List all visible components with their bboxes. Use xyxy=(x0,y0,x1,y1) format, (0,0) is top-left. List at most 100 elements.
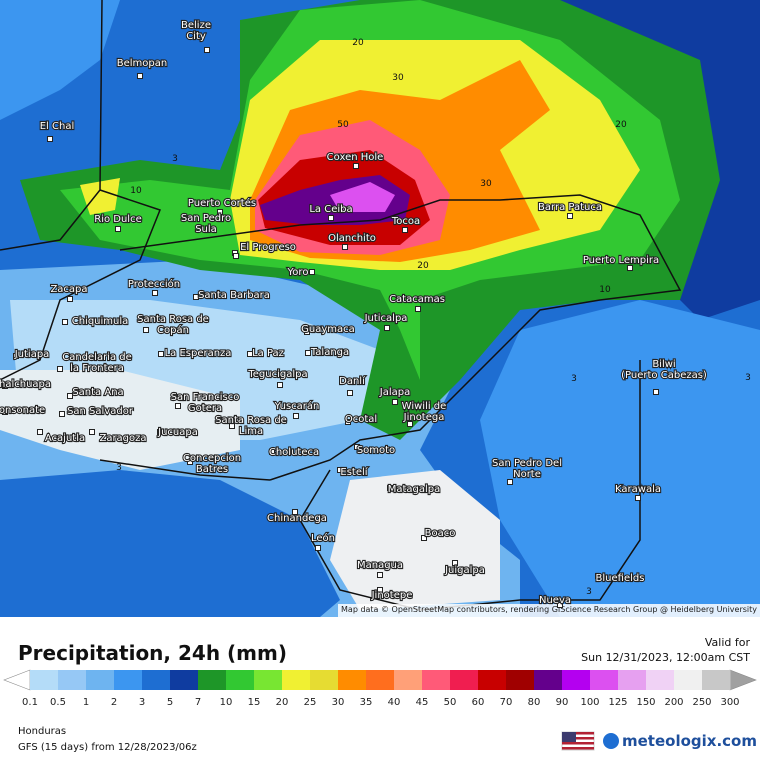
city-label: El Progreso xyxy=(240,242,296,253)
city-marker xyxy=(89,429,95,435)
city-label: Juticalpa xyxy=(364,313,408,324)
legend-swatch xyxy=(254,670,283,690)
city-marker xyxy=(627,265,633,271)
city-label: Coxen Hole xyxy=(327,152,384,163)
city-label: San Francisco Gotera xyxy=(171,392,240,414)
flag xyxy=(561,731,595,751)
legend-label: 10 xyxy=(220,697,233,708)
city-label: Concepcion Batres xyxy=(183,453,241,475)
city-marker xyxy=(293,413,299,419)
city-label: Juigalpa xyxy=(444,565,485,576)
city-label: Candelaria de la Frontera xyxy=(62,352,132,374)
city-label: San Salvador xyxy=(67,406,134,417)
contour-label: 20 xyxy=(417,261,429,271)
city-label: Estelí xyxy=(340,466,368,478)
field xyxy=(330,470,500,610)
city-label: La Paz xyxy=(252,348,284,359)
contour-label: 20 xyxy=(615,120,627,130)
city-marker xyxy=(407,421,413,427)
legend-label: 250 xyxy=(692,697,711,708)
city-marker xyxy=(115,226,121,232)
valid-label: Valid for xyxy=(705,636,751,649)
city-label: Boaco xyxy=(425,528,456,539)
city-label: Choluteca xyxy=(269,447,319,458)
city-marker xyxy=(137,73,143,79)
city-marker xyxy=(204,47,210,53)
city-marker xyxy=(452,560,458,566)
legend-label: 2 xyxy=(111,697,117,708)
city-label: Yoro xyxy=(287,267,309,278)
city-marker xyxy=(247,351,253,357)
city-label: Bilwi (Puerto Cabezas) xyxy=(621,359,707,381)
city-marker xyxy=(353,163,359,169)
model-run: GFS (15 days) from 12/28/2023/06z xyxy=(18,742,197,753)
city-marker xyxy=(304,329,310,335)
contour-label: 3 xyxy=(586,587,592,597)
city-label: Santa Rosa de Copán xyxy=(137,314,209,336)
city-label: Tegucigalpa xyxy=(247,369,307,380)
legend-label: 0.5 xyxy=(50,697,66,708)
legend-swatch xyxy=(142,670,171,690)
legend-label: 100 xyxy=(580,697,599,708)
legend-label: 50 xyxy=(444,697,457,708)
city-marker xyxy=(47,136,53,142)
city-label: Somoto xyxy=(357,445,395,456)
city-label: Karawala xyxy=(615,484,661,495)
legend-label: 125 xyxy=(608,697,627,708)
legend-swatch xyxy=(366,670,395,690)
city-marker xyxy=(233,253,239,259)
field xyxy=(80,178,120,215)
legend-swatch xyxy=(310,670,339,690)
legend-label: 40 xyxy=(388,697,401,708)
legend-swatch xyxy=(534,670,563,690)
attribution: Map data © OpenStreetMap contributors, r… xyxy=(341,605,757,614)
city-marker xyxy=(37,429,43,435)
city-marker xyxy=(2,409,8,415)
field xyxy=(480,300,760,617)
city-marker xyxy=(415,306,421,312)
legend-label: 15 xyxy=(248,697,261,708)
legend-swatch xyxy=(478,670,507,690)
city-marker xyxy=(292,509,298,515)
city-marker xyxy=(143,327,149,333)
legend-label: 25 xyxy=(304,697,317,708)
legend-label: 0.1 xyxy=(22,697,38,708)
city-label: Acajutla xyxy=(45,433,85,444)
city-label: Talanga xyxy=(310,347,349,358)
legend-swatch xyxy=(618,670,647,690)
city-label: Nueva xyxy=(539,595,571,606)
city-marker xyxy=(402,227,408,233)
city-marker xyxy=(337,467,343,473)
contour-label: 3 xyxy=(172,154,178,164)
legend-label: 70 xyxy=(500,697,513,708)
legend-label: 30 xyxy=(332,697,345,708)
city-marker xyxy=(421,535,427,541)
legend-swatch xyxy=(674,670,703,690)
city-marker xyxy=(229,423,235,429)
legend-swatch xyxy=(422,670,451,690)
field xyxy=(0,370,240,470)
city-marker xyxy=(187,459,193,465)
city-marker xyxy=(345,419,351,425)
legend-swatch xyxy=(702,670,731,690)
city-label: Chinandega xyxy=(267,513,327,524)
city-marker xyxy=(13,353,19,359)
city-label: Puerto Cortés xyxy=(188,197,256,209)
legend-label: 7 xyxy=(195,697,201,708)
city-marker xyxy=(384,325,390,331)
city-label: Ocotal xyxy=(345,414,377,425)
city-marker xyxy=(217,209,223,215)
city-marker xyxy=(377,587,383,593)
city-marker xyxy=(269,449,275,455)
legend-swatch xyxy=(450,670,479,690)
contour-label: 3 xyxy=(745,373,751,383)
city-marker xyxy=(309,269,315,275)
city-marker xyxy=(347,390,353,396)
city-label: Yuscarán xyxy=(274,400,320,412)
logo[interactable]: meteologix.com xyxy=(622,732,757,750)
city-label: Jalapa xyxy=(379,387,410,398)
legend-swatch xyxy=(394,670,423,690)
city-label: Tocoa xyxy=(391,216,420,227)
city-label: San Pedro Del Norte xyxy=(492,458,562,480)
